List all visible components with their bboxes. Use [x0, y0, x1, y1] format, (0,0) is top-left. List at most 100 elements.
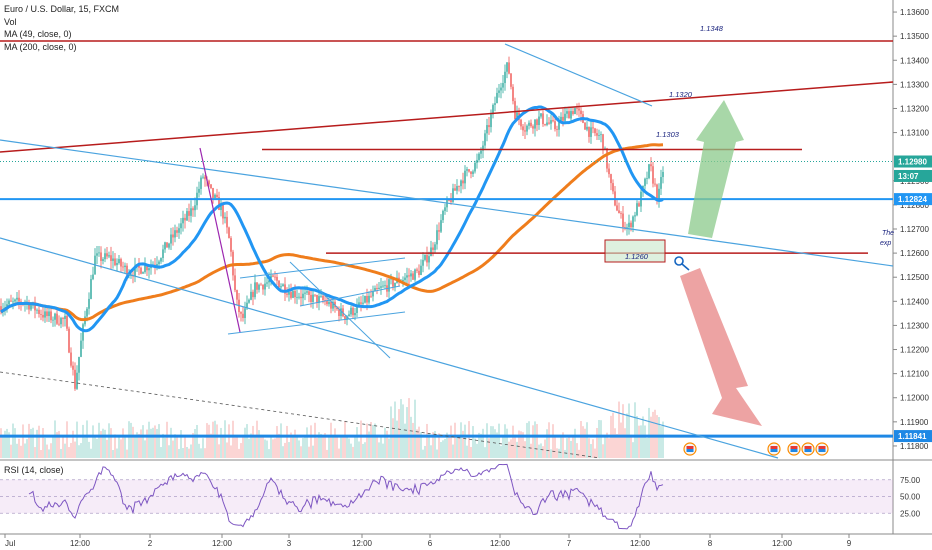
- candle-body: [240, 312, 242, 314]
- price-tick-label: 1.12600: [900, 249, 929, 258]
- volume-bar: [446, 432, 448, 458]
- volume-bar: [80, 443, 82, 458]
- volume-bar: [378, 442, 380, 458]
- volume-bar: [6, 428, 8, 458]
- candle-body: [338, 309, 340, 317]
- volume-bar: [654, 409, 656, 458]
- candle-body: [644, 178, 646, 186]
- level-annotation: 1.1303: [656, 130, 680, 139]
- candle-body: [438, 230, 440, 232]
- volume-bar: [460, 422, 462, 458]
- candle-body: [124, 265, 126, 268]
- candle-body: [546, 122, 548, 125]
- volume-bar: [598, 420, 600, 458]
- candle-body: [148, 268, 150, 271]
- volume-bar: [84, 437, 86, 458]
- volume-bar: [576, 443, 578, 458]
- candle-body: [402, 279, 404, 282]
- volume-bar: [112, 449, 114, 458]
- candle-body: [258, 284, 260, 290]
- volume-bar: [216, 424, 218, 458]
- volume-bar: [306, 427, 308, 458]
- candle-body: [276, 276, 278, 281]
- volume-bar: [290, 432, 292, 458]
- volume-bar: [644, 425, 646, 458]
- volume-bar: [388, 438, 390, 458]
- price-label-box: [894, 193, 932, 206]
- volume-bar: [46, 444, 48, 458]
- volume-bar: [400, 399, 402, 458]
- candle-body: [630, 222, 632, 228]
- volume-bar: [402, 404, 404, 458]
- candle-body: [422, 259, 424, 266]
- volume-bar: [396, 420, 398, 458]
- candle-body: [220, 204, 222, 210]
- volume-bar: [634, 402, 636, 458]
- volume-bar: [278, 433, 280, 458]
- volume-bar: [324, 433, 326, 458]
- candle-body: [462, 180, 464, 184]
- volume-bar: [88, 441, 90, 458]
- candle-body: [294, 290, 296, 298]
- time-tick-label: 8: [708, 539, 713, 548]
- candle-body: [414, 269, 416, 280]
- candle-body: [508, 62, 510, 74]
- volume-bar: [224, 420, 226, 458]
- volume-bar: [186, 446, 188, 458]
- volume-bar: [496, 432, 498, 458]
- candle-body: [584, 122, 586, 130]
- candle-body: [604, 148, 606, 150]
- candle-body: [168, 243, 170, 248]
- volume-bar: [184, 436, 186, 458]
- volume-bar: [302, 437, 304, 458]
- candle-body: [356, 305, 358, 313]
- volume-bar: [188, 448, 190, 458]
- volume-bar: [314, 422, 316, 458]
- volume-bar: [214, 420, 216, 458]
- time-tick-label: 12:00: [490, 539, 511, 548]
- ma49-label: MA (49, close, 0): [4, 29, 72, 39]
- candle-body: [264, 283, 266, 290]
- candle-body: [564, 113, 566, 121]
- volume-bar: [226, 442, 228, 458]
- candle-body: [156, 264, 158, 266]
- volume-bar: [336, 435, 338, 458]
- volume-bar: [394, 401, 396, 458]
- candle-body: [466, 169, 468, 171]
- candle-body: [568, 111, 570, 119]
- flag-lower-line: [227, 311, 406, 335]
- candle-body: [176, 230, 178, 233]
- candle-body: [464, 170, 466, 184]
- candle-body: [58, 323, 60, 325]
- volume-bar: [520, 431, 522, 458]
- volume-bar: [320, 433, 322, 458]
- candle-body: [502, 83, 504, 88]
- volume-bar: [550, 449, 552, 458]
- candle-body: [248, 299, 250, 303]
- candle-body: [430, 247, 432, 257]
- candle-body: [28, 302, 30, 310]
- candle-body: [68, 328, 70, 353]
- volume-bar: [514, 434, 516, 458]
- volume-bar: [534, 421, 536, 458]
- candle-body: [302, 293, 304, 299]
- candle-body: [506, 62, 508, 72]
- candle-body: [280, 286, 282, 288]
- candle-body: [600, 134, 602, 136]
- volume-bar: [614, 428, 616, 458]
- volume-bar: [590, 444, 592, 458]
- candle-body: [146, 265, 148, 271]
- time-tick-label: 12:00: [630, 539, 651, 548]
- volume-bar: [356, 427, 358, 458]
- volume-bar: [548, 422, 550, 458]
- candle-body: [626, 227, 628, 229]
- volume-bar: [434, 430, 436, 458]
- rsi-tick-label: 50.00: [900, 493, 921, 502]
- volume-bar: [638, 425, 640, 458]
- time-tick-label: 6: [428, 539, 433, 548]
- volume-bar: [268, 449, 270, 458]
- candle-body: [428, 256, 430, 263]
- time-tick-label: 12:00: [772, 539, 793, 548]
- candle-body: [410, 273, 412, 277]
